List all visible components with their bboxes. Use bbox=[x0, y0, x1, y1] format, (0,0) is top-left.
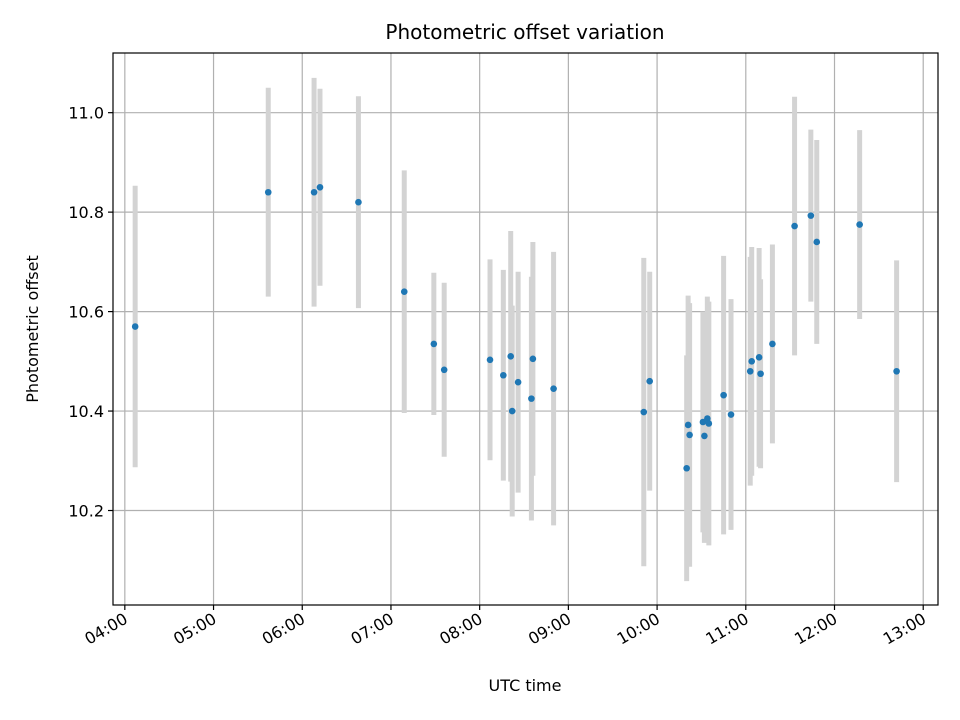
data-point bbox=[316, 183, 324, 191]
data-point bbox=[500, 371, 507, 379]
data-point bbox=[264, 188, 272, 196]
data-point bbox=[757, 370, 764, 378]
data-point bbox=[807, 212, 815, 219]
data-point bbox=[528, 395, 535, 402]
data-point bbox=[769, 340, 776, 348]
y-tick-label: 10.2 bbox=[68, 502, 104, 521]
data-point bbox=[430, 340, 438, 348]
data-point bbox=[529, 355, 537, 363]
x-tick-label: 13:00 bbox=[880, 609, 929, 649]
data-point bbox=[705, 420, 713, 427]
data-point bbox=[748, 358, 756, 365]
data-point bbox=[684, 421, 692, 429]
data-point bbox=[856, 221, 863, 228]
data-point bbox=[701, 432, 708, 440]
data-point bbox=[514, 378, 522, 386]
data-point bbox=[131, 323, 139, 330]
data-point bbox=[791, 222, 798, 230]
data-point bbox=[686, 431, 693, 439]
data-point bbox=[646, 377, 653, 385]
y-tick-label: 10.6 bbox=[68, 303, 104, 322]
data-point bbox=[727, 411, 735, 418]
data-point bbox=[355, 198, 362, 206]
data-point bbox=[893, 367, 900, 375]
y-tick-label: 10.8 bbox=[68, 203, 104, 222]
data-point bbox=[440, 366, 448, 374]
data-point bbox=[746, 367, 754, 375]
data-point bbox=[755, 354, 763, 361]
data-point bbox=[704, 415, 711, 422]
data-point bbox=[486, 356, 494, 364]
data-point bbox=[720, 391, 727, 399]
x-tick-label: 11:00 bbox=[702, 609, 751, 649]
x-tick-label: 04:00 bbox=[81, 609, 130, 649]
x-tick-label: 06:00 bbox=[259, 609, 308, 649]
y-axis-ticks: 10.2 10.4 10.6 10.8 11.0 bbox=[68, 104, 113, 521]
y-tick-label: 10.4 bbox=[68, 402, 104, 421]
data-point bbox=[507, 353, 515, 360]
x-axis-ticks: 04:00 05:00 06:00 07:00 08:00 09:00 10:00 11:00… bbox=[81, 605, 929, 649]
error-bars bbox=[132, 77, 900, 582]
data-point bbox=[813, 238, 821, 246]
chart-title: Photometric offset variation bbox=[385, 20, 664, 44]
data-point bbox=[400, 288, 408, 296]
data-point bbox=[683, 464, 690, 472]
y-gridlines bbox=[113, 112, 938, 512]
x-tick-label: 10:00 bbox=[614, 609, 663, 649]
data-point bbox=[699, 418, 707, 426]
data-points bbox=[131, 183, 900, 472]
x-tick-label: 09:00 bbox=[525, 609, 574, 649]
y-axis-label: Photometric offset bbox=[23, 255, 42, 403]
x-tick-label: 07:00 bbox=[348, 609, 397, 649]
data-point bbox=[550, 385, 557, 392]
data-point bbox=[508, 407, 516, 415]
x-gridlines bbox=[124, 53, 924, 605]
plot-frame bbox=[112, 52, 939, 606]
x-axis-label: UTC time bbox=[489, 676, 562, 695]
x-tick-label: 12:00 bbox=[791, 609, 840, 649]
data-point bbox=[640, 408, 648, 416]
y-tick-label: 11.0 bbox=[68, 104, 104, 123]
data-point bbox=[310, 188, 318, 196]
x-tick-label: 05:00 bbox=[170, 609, 219, 649]
x-tick-label: 08:00 bbox=[436, 609, 485, 649]
